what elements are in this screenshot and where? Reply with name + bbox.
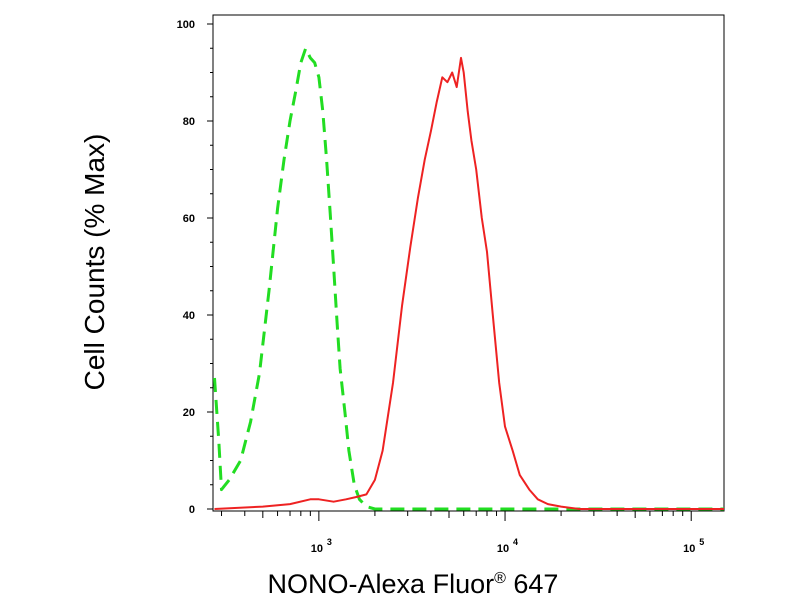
sample-series-line xyxy=(214,56,724,510)
series-layer xyxy=(213,46,724,511)
x-axis-title-suffix: 647 xyxy=(506,569,559,599)
y-axis: 0 20 40 60 80 100 xyxy=(177,19,213,516)
x-tick-label: 10 xyxy=(311,543,323,555)
x-axis-title-superscript: ® xyxy=(494,570,506,587)
x-tick-exponent: 4 xyxy=(513,537,518,547)
y-tick-label: 100 xyxy=(177,19,195,31)
x-axis-title: NONO-Alexa Fluor® 647 xyxy=(268,569,559,599)
x-tick-exponent: 5 xyxy=(699,537,704,547)
x-tick-label: 10 xyxy=(497,543,509,555)
x-axis-title-main: NONO-Alexa Fluor xyxy=(268,569,495,599)
y-tick-label: 40 xyxy=(183,310,195,322)
y-tick-label: 0 xyxy=(189,504,195,516)
x-tick-label: 10 xyxy=(683,543,695,555)
y-tick-label: 80 xyxy=(183,116,195,128)
y-tick-label: 60 xyxy=(183,213,195,225)
plot-frame xyxy=(212,14,725,512)
x-tick-exponent: 3 xyxy=(327,537,332,547)
y-tick-label: 20 xyxy=(183,407,195,419)
x-axis: 10 3 10 4 10 5 xyxy=(221,511,704,555)
y-axis-title: Cell Counts (% Max) xyxy=(79,134,110,391)
